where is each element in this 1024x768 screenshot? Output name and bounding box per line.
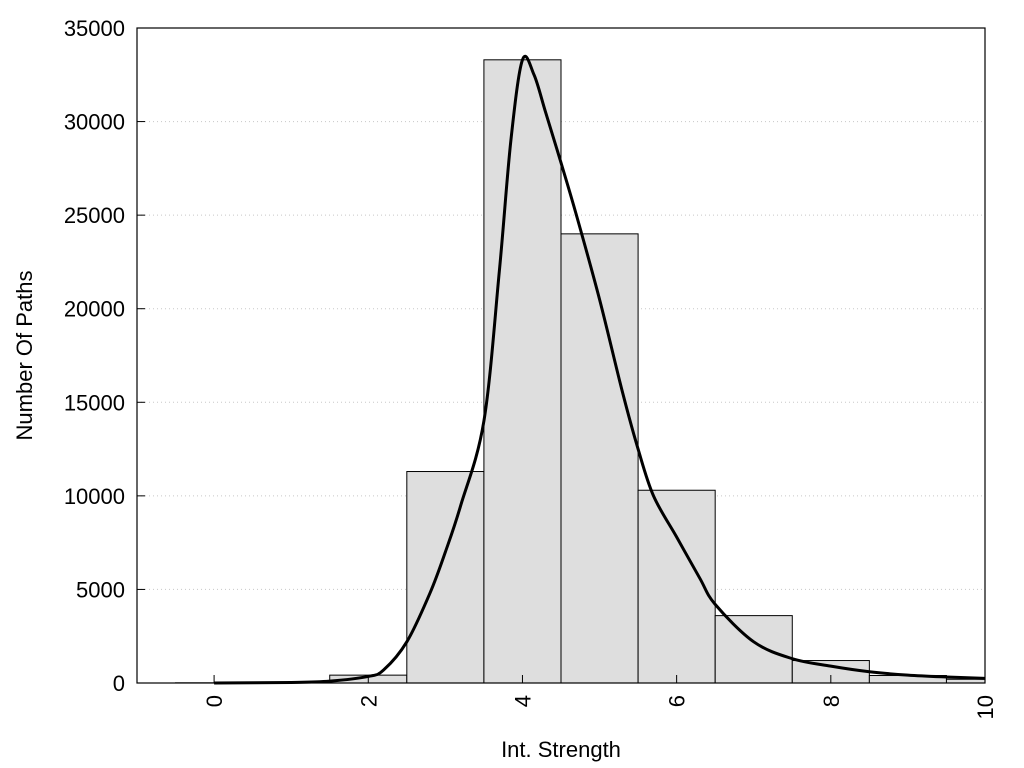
y-tick-label: 20000 (64, 297, 125, 322)
histogram-bar (637, 489, 716, 684)
y-tick-label: 10000 (64, 484, 125, 509)
density-curve (214, 54, 986, 685)
histogram-bar (406, 471, 485, 684)
y-axis-ticks: 0 5000 10000 15000 20000 25000 30000 35000 (64, 16, 145, 696)
x-tick-label: 6 (665, 695, 690, 707)
plot-frame (136, 27, 986, 684)
histogram-bar (714, 615, 793, 684)
x-tick-label: 0 (202, 695, 227, 707)
y-tick-label: 30000 (64, 110, 125, 135)
density-curve-layer (214, 54, 986, 685)
histogram-bar (483, 59, 562, 684)
y-tick-label: 15000 (64, 390, 125, 415)
x-tick-label: 10 (973, 695, 998, 719)
y-tick-label: 0 (113, 671, 125, 696)
y-tick-label: 5000 (76, 577, 125, 602)
x-tick-label: 8 (819, 695, 844, 707)
y-tick-label: 25000 (64, 203, 125, 228)
x-axis-label: Int. Strength (501, 737, 621, 762)
histogram-bars (175, 59, 986, 684)
x-axis-ticks: 0 2 4 6 8 10 (202, 675, 998, 719)
x-tick-label: 4 (510, 695, 535, 707)
y-tick-label: 35000 (64, 16, 125, 41)
y-axis-label: Number Of Paths (12, 271, 37, 441)
x-tick-label: 2 (356, 695, 381, 707)
